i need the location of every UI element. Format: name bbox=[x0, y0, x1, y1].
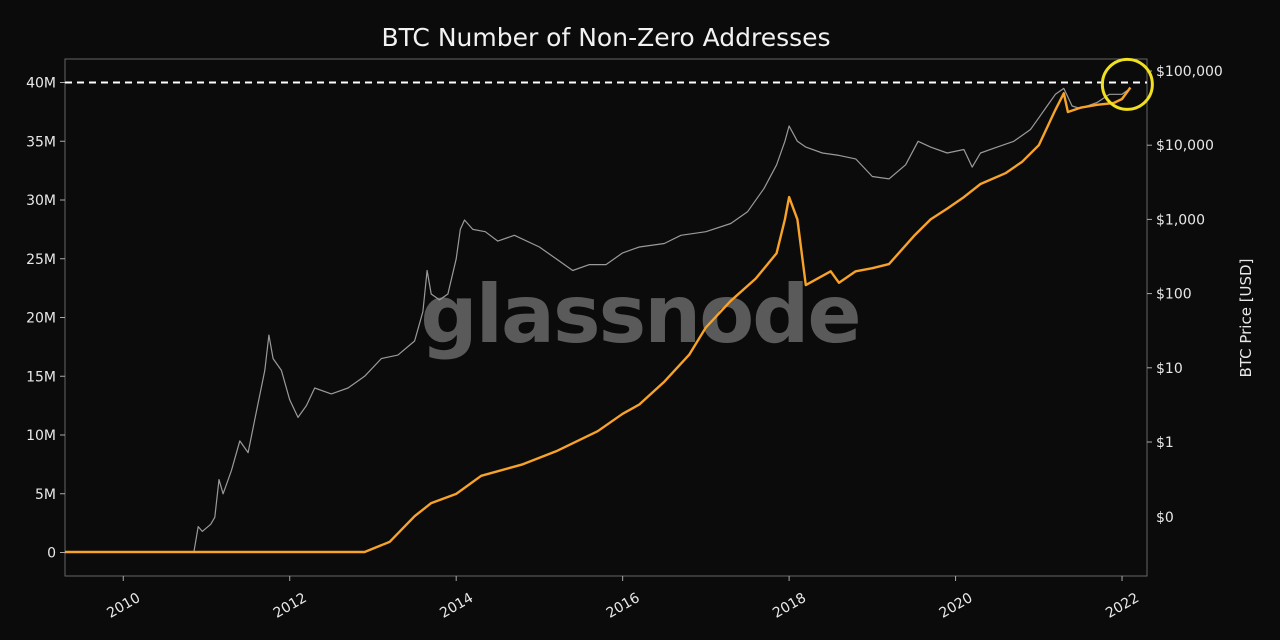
right-tick-label: $100 bbox=[1156, 287, 1192, 303]
x-axis: 2010 2012 2014 2016 2018 2020 2022 bbox=[104, 576, 1142, 622]
left-tick-label: 35M bbox=[26, 134, 56, 150]
left-tick-label: 25M bbox=[26, 252, 56, 268]
right-tick-label-zero: $0 bbox=[1156, 510, 1174, 526]
left-tick-label: 0 bbox=[47, 546, 56, 562]
x-tick-label: 2018 bbox=[770, 590, 809, 622]
left-tick-label: 30M bbox=[26, 193, 56, 209]
x-tick-label: 2020 bbox=[937, 590, 976, 622]
right-tick-label: $10,000 bbox=[1156, 138, 1214, 154]
x-tick-label: 2022 bbox=[1103, 590, 1142, 622]
left-axis: 0 5M 10M 15M 20M 25M 30M 35M 40M bbox=[26, 76, 65, 562]
right-tick-label: $1,000 bbox=[1156, 212, 1205, 228]
series-group bbox=[65, 86, 1132, 554]
highlight-circle bbox=[1100, 57, 1154, 111]
left-tick-label: 40M bbox=[26, 76, 56, 92]
x-tick-label: 2014 bbox=[437, 590, 476, 622]
watermark: glassnode bbox=[420, 268, 859, 361]
chart-title: BTC Number of Non-Zero Addresses bbox=[381, 23, 830, 52]
x-tick-label: 2010 bbox=[104, 590, 143, 622]
right-axis: $1 $10 $100 $1,000 $10,000 $100,000 $0 bbox=[1147, 64, 1223, 526]
x-tick-label: 2016 bbox=[604, 590, 643, 622]
left-tick-label: 20M bbox=[26, 311, 56, 327]
price-line bbox=[65, 86, 1132, 554]
right-tick-label: $100,000 bbox=[1156, 64, 1223, 80]
right-tick-label: $1 bbox=[1156, 435, 1174, 451]
x-tick-label: 2012 bbox=[271, 590, 310, 622]
left-tick-label: 5M bbox=[35, 487, 56, 503]
left-tick-label: 15M bbox=[26, 369, 56, 385]
right-axis-label: BTC Price [USD] bbox=[1237, 259, 1255, 378]
right-tick-label: $10 bbox=[1156, 361, 1183, 377]
left-tick-label: 10M bbox=[26, 428, 56, 444]
addresses-line bbox=[193, 87, 1131, 552]
